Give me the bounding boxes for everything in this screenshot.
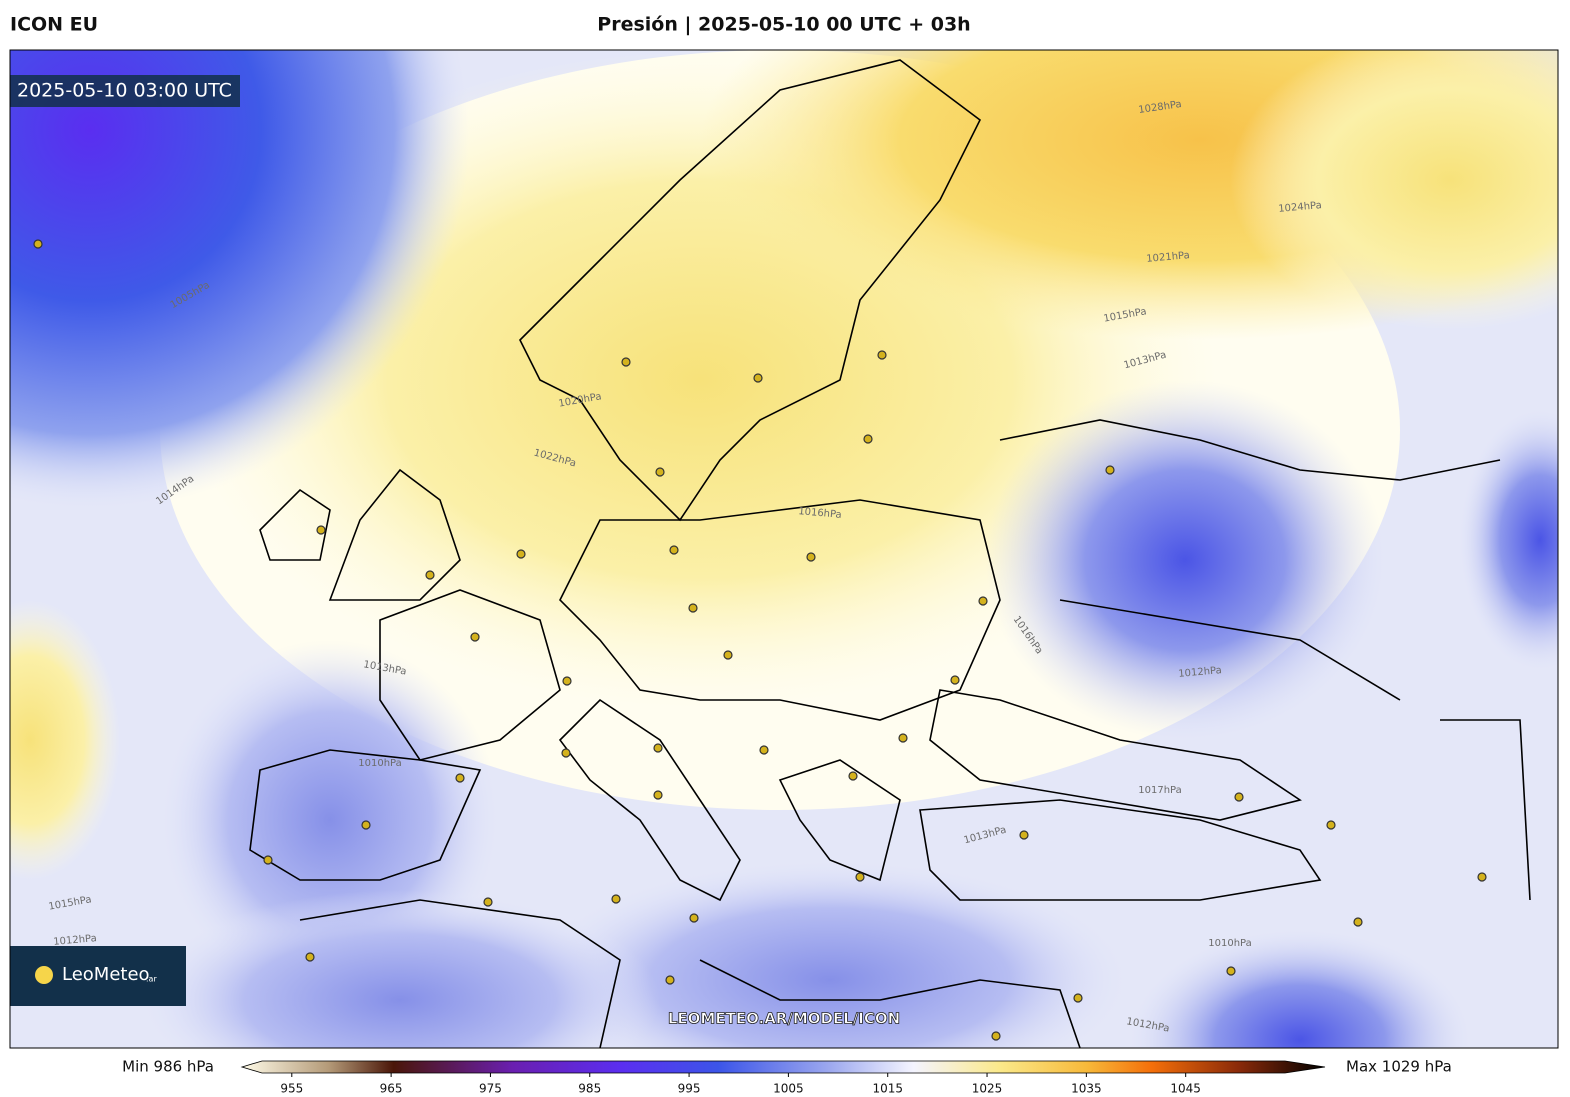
valid-time: 2025-05-10 03:00 UTC (17, 80, 232, 102)
isobar-label: 1016hPa (798, 506, 842, 521)
logo-brand: LeoMeteo (62, 964, 150, 985)
watermark: LEOMETEO.AR/MODEL/ICON (668, 1010, 900, 1028)
isobar-label: 1024hPa (1278, 200, 1322, 215)
colorbar-tick-label: 975 (479, 1082, 502, 1096)
min-label: Min 986 hPa (122, 1058, 214, 1076)
logo-suffix: .ar (146, 975, 157, 984)
colorbar-tick-label: 965 (380, 1082, 403, 1096)
max-label: Max 1029 hPa (1346, 1058, 1452, 1076)
colorbar-tick-label: 1025 (972, 1082, 1003, 1096)
colorbar-tick-label: 1015 (872, 1082, 903, 1096)
isobar-label: 1012hPa (53, 933, 97, 948)
colorbar: Min 986 hPa Max 1029 hPa 955 965 975 985 995… (122, 1058, 1452, 1096)
colorbar-bar (240, 1060, 1326, 1074)
title: Presión | 2025-05-10 00 UTC + 03h (597, 14, 970, 36)
colorbar-tick-label: 1005 (773, 1082, 804, 1096)
isobar-label: 1017hPa (1138, 785, 1182, 796)
isobar-label: 1012hPa (1178, 665, 1222, 680)
colorbar-tick-label: 955 (280, 1082, 303, 1096)
colorbar-tick-label: 1045 (1170, 1082, 1201, 1096)
colorbar-tick-label: 985 (578, 1082, 601, 1096)
isobar-label: 1021hPa (1146, 250, 1190, 265)
isobar-label: 1010hPa (358, 758, 402, 769)
isobar-label: 1010hPa (1208, 938, 1252, 949)
model-name: ICON EU (10, 14, 98, 36)
logo-sun (35, 966, 53, 984)
colorbar-tick-label: 1035 (1071, 1082, 1102, 1096)
colorbar-tick-label: 995 (678, 1082, 701, 1096)
